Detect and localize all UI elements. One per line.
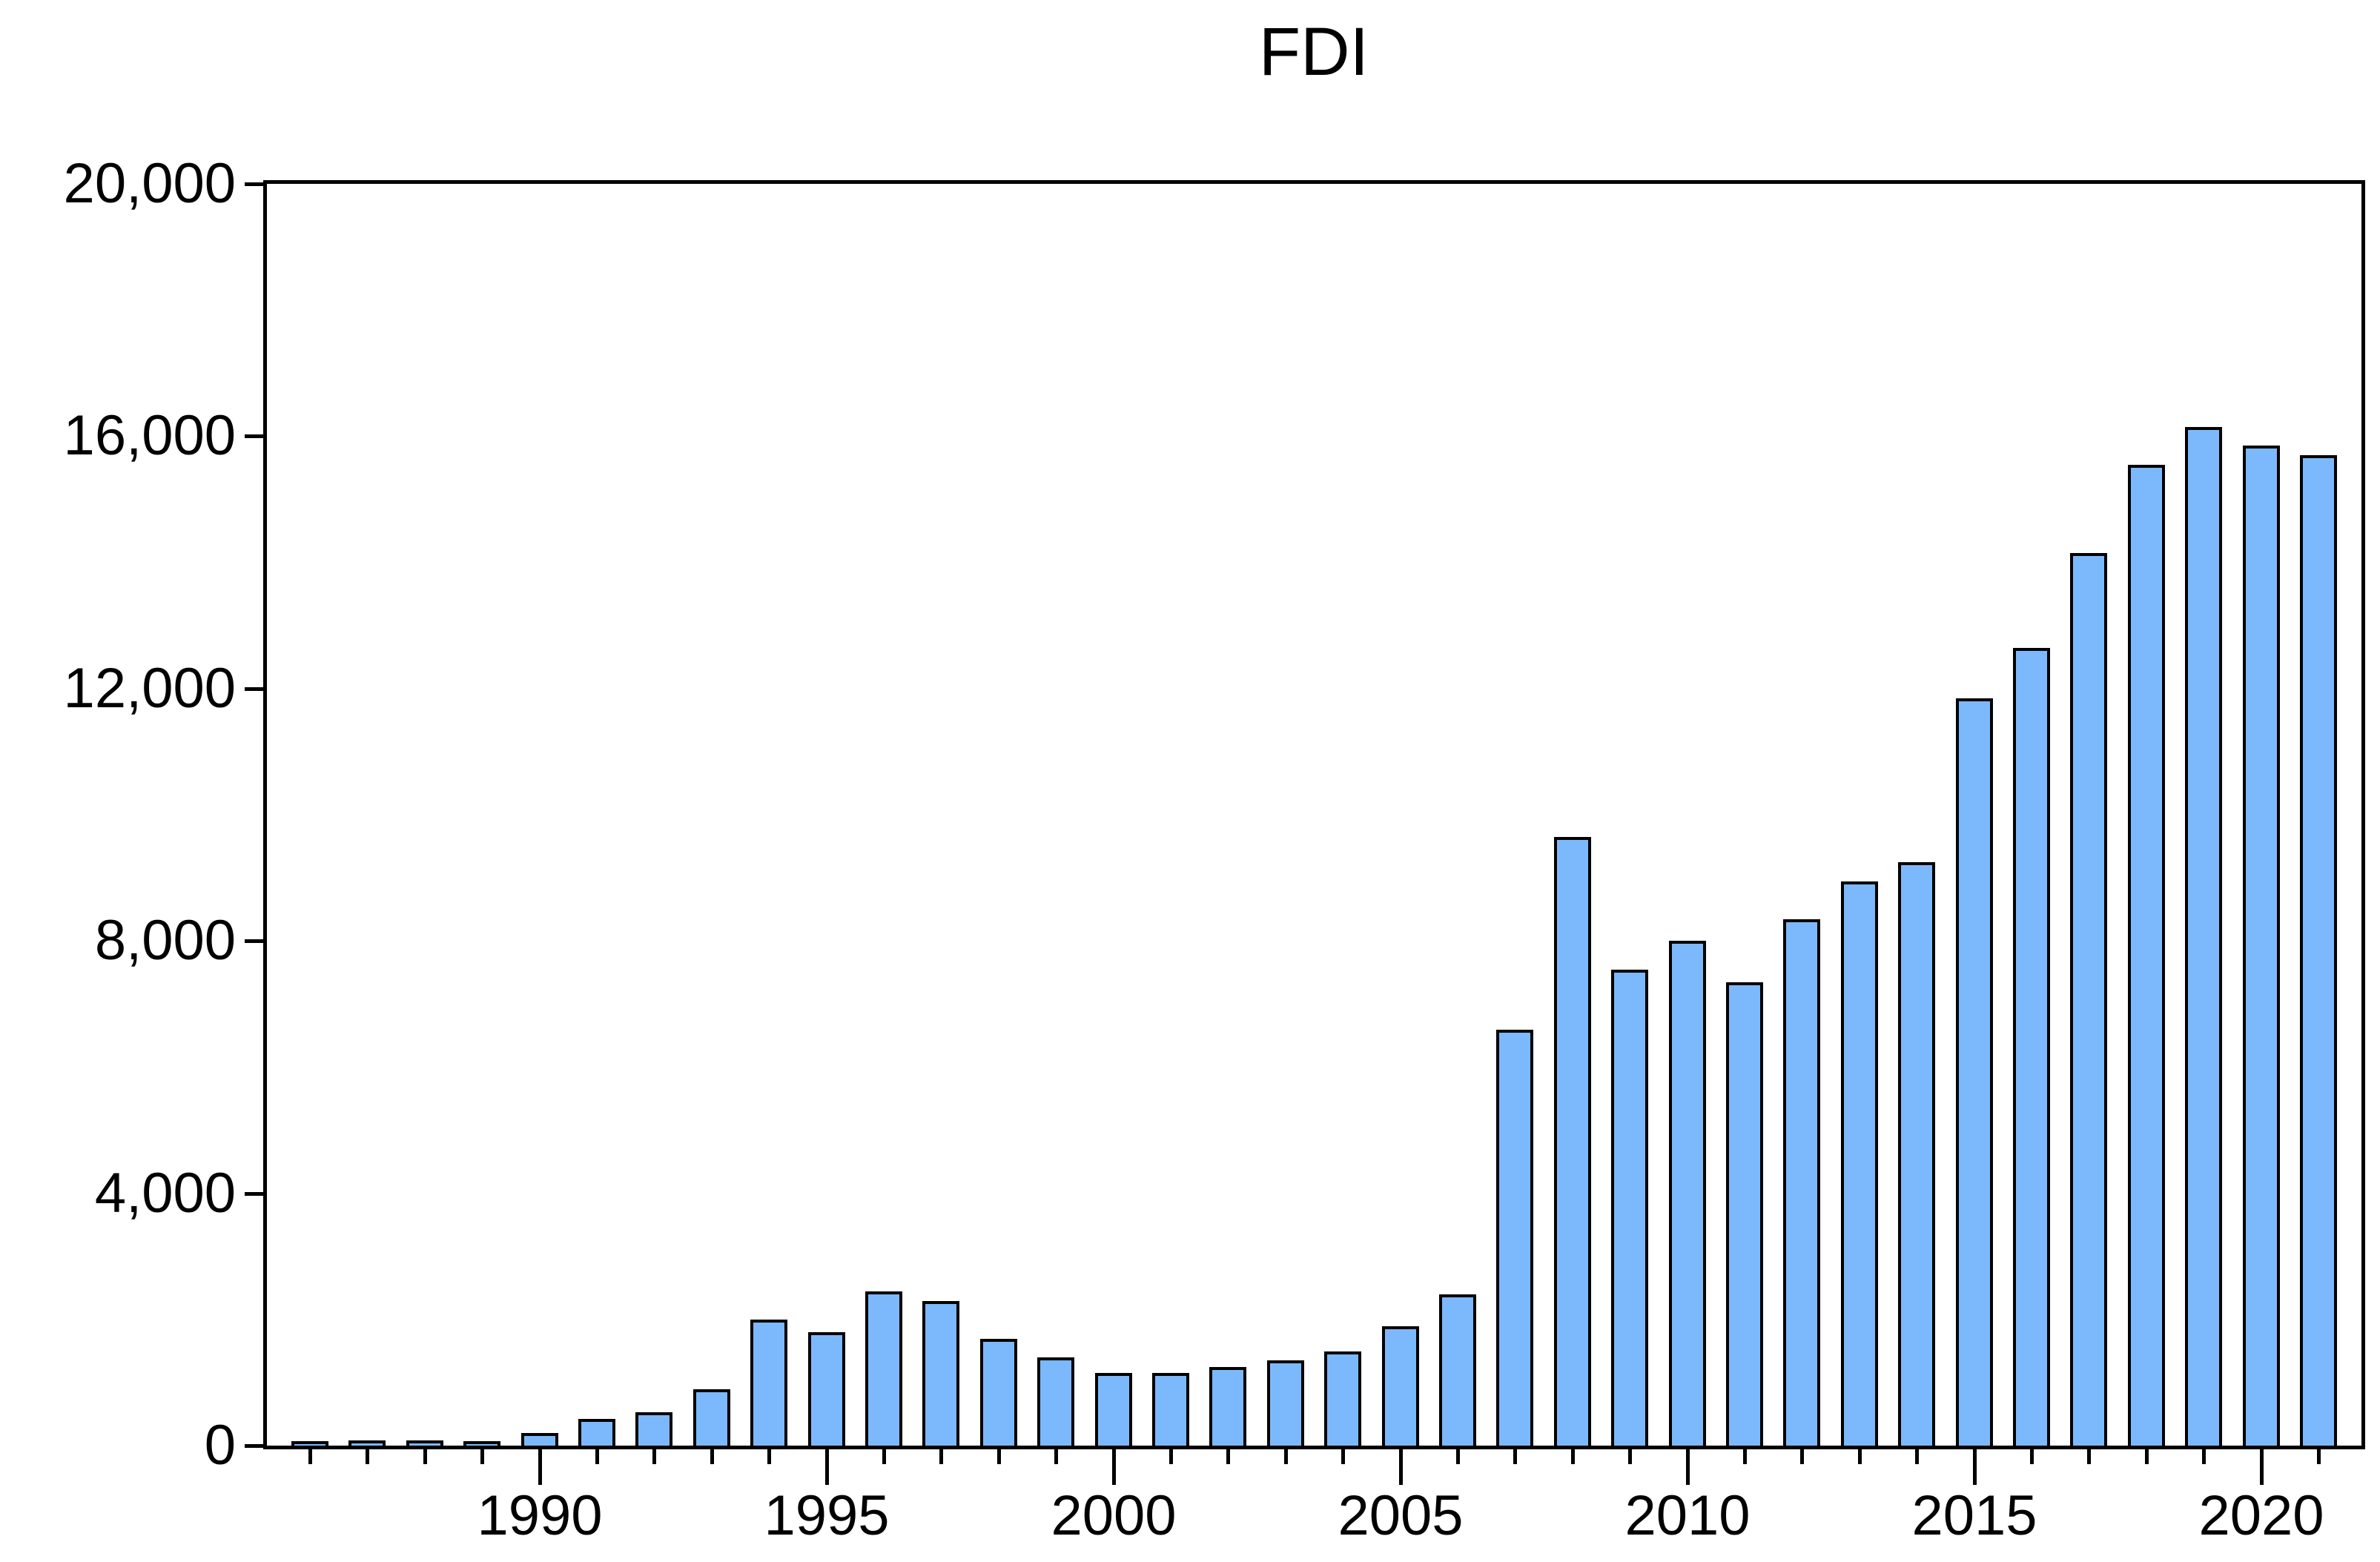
x-axis-tick-2021: [2317, 1449, 2321, 1464]
x-axis-tick-2017: [2087, 1449, 2091, 1464]
x-axis-tick-1994: [767, 1449, 771, 1464]
x-axis-tick-2014: [1915, 1449, 1919, 1464]
x-axis-tick-1990: [538, 1449, 542, 1485]
x-axis-tick-2012: [1800, 1449, 1804, 1464]
x-axis-tick-2005: [1399, 1449, 1403, 1485]
bar-1991: [578, 1419, 615, 1446]
bar-2018: [2128, 465, 2165, 1446]
bar-2016: [2013, 648, 2050, 1446]
bar-2005: [1382, 1326, 1419, 1446]
x-axis-tick-1995: [825, 1449, 829, 1485]
y-axis-tick-12000: [245, 687, 267, 691]
y-axis-tick-16000: [245, 434, 267, 438]
y-axis-label-0: 0: [204, 1414, 236, 1477]
x-axis-label-2020: 2020: [2198, 1484, 2324, 1547]
plot-area: [263, 180, 2365, 1449]
bar-1987: [348, 1440, 386, 1446]
x-axis-tick-2006: [1456, 1449, 1460, 1464]
x-axis-tick-1988: [423, 1449, 427, 1464]
bar-2009: [1611, 970, 1648, 1446]
bar-1999: [1037, 1357, 1074, 1446]
y-axis-label-4000: 4,000: [94, 1162, 236, 1225]
bar-1986: [291, 1441, 328, 1446]
bar-2012: [1783, 919, 1820, 1446]
x-axis-tick-2018: [2145, 1449, 2149, 1464]
x-axis-tick-1992: [652, 1449, 656, 1464]
x-axis-tick-2010: [1686, 1449, 1690, 1485]
x-axis-label-2015: 2015: [1911, 1484, 2037, 1547]
bar-2002: [1209, 1367, 1246, 1446]
y-axis-tick-20000: [245, 182, 267, 186]
bar-2010: [1669, 941, 1706, 1446]
bar-1990: [521, 1433, 558, 1446]
bar-2015: [1956, 698, 1993, 1446]
y-axis-tick-0: [245, 1444, 267, 1448]
bar-1998: [980, 1339, 1017, 1446]
x-axis-tick-2016: [2030, 1449, 2034, 1464]
y-axis-label-16000: 16,000: [63, 404, 236, 467]
bar-2019: [2185, 427, 2222, 1446]
x-axis-tick-2020: [2260, 1449, 2264, 1485]
bar-2000: [1095, 1373, 1132, 1446]
x-axis-tick-2009: [1628, 1449, 1632, 1464]
x-axis-tick-1986: [308, 1449, 312, 1464]
x-axis-tick-1989: [480, 1449, 484, 1464]
x-axis-label-2000: 2000: [1051, 1484, 1177, 1547]
x-axis-tick-2015: [1973, 1449, 1977, 1485]
x-axis-tick-1991: [595, 1449, 599, 1464]
bar-2014: [1898, 862, 1935, 1446]
bar-2007: [1496, 1030, 1533, 1446]
x-axis-label-2010: 2010: [1624, 1484, 1751, 1547]
x-axis-tick-1997: [939, 1449, 943, 1464]
y-axis-tick-8000: [245, 939, 267, 943]
x-axis-tick-2007: [1513, 1449, 1517, 1464]
y-axis-label-12000: 12,000: [63, 657, 236, 720]
y-axis-label-8000: 8,000: [94, 909, 236, 972]
bar-1994: [750, 1320, 787, 1446]
x-axis-tick-1987: [366, 1449, 369, 1464]
bar-1993: [693, 1389, 730, 1446]
x-axis-label-2005: 2005: [1338, 1484, 1464, 1547]
bar-1988: [406, 1440, 443, 1446]
x-axis-tick-2011: [1743, 1449, 1747, 1464]
bar-2003: [1267, 1360, 1304, 1446]
bar-2008: [1554, 837, 1591, 1446]
bar-1992: [635, 1412, 672, 1446]
y-axis-tick-4000: [245, 1192, 267, 1196]
x-axis-tick-2013: [1858, 1449, 1862, 1464]
x-axis-tick-2019: [2202, 1449, 2206, 1464]
bar-2017: [2070, 553, 2107, 1446]
x-axis-tick-1993: [710, 1449, 714, 1464]
x-axis-tick-2004: [1341, 1449, 1345, 1464]
x-axis-tick-2000: [1112, 1449, 1116, 1485]
bar-2001: [1152, 1373, 1189, 1446]
x-axis-tick-1996: [882, 1449, 886, 1464]
bar-2004: [1324, 1351, 1361, 1446]
bar-1996: [865, 1291, 902, 1446]
x-axis-tick-2001: [1169, 1449, 1173, 1464]
bar-1989: [463, 1441, 500, 1446]
x-axis-label-1990: 1990: [477, 1484, 603, 1547]
x-axis-label-1995: 1995: [764, 1484, 890, 1547]
x-axis-tick-2002: [1226, 1449, 1230, 1464]
bar-2020: [2243, 446, 2280, 1446]
x-axis-tick-1999: [1054, 1449, 1058, 1464]
bar-2021: [2300, 455, 2337, 1446]
x-axis-tick-2003: [1284, 1449, 1288, 1464]
chart-title: FDI: [1258, 14, 1369, 90]
x-axis-tick-1998: [997, 1449, 1001, 1464]
bar-2006: [1439, 1294, 1476, 1446]
bar-2011: [1726, 982, 1763, 1446]
bar-1995: [808, 1332, 845, 1446]
x-axis-tick-2008: [1571, 1449, 1575, 1464]
bar-2013: [1841, 881, 1878, 1446]
bar-1997: [922, 1301, 959, 1446]
y-axis-label-20000: 20,000: [63, 152, 236, 215]
